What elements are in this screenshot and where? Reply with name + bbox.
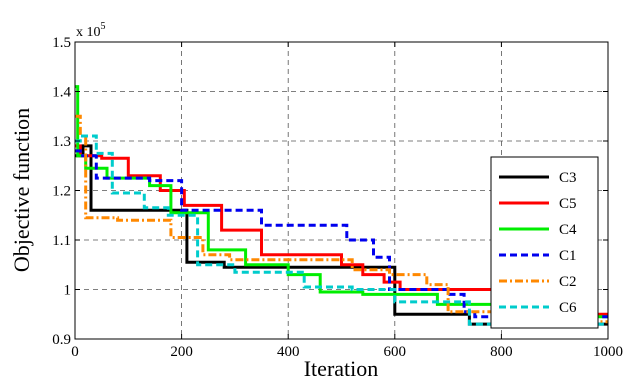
series-line-c5	[75, 144, 608, 316]
x-tick-label: 400	[277, 344, 300, 360]
legend-label-c2: C2	[559, 274, 577, 290]
y-tick-label: 1.4	[52, 85, 71, 101]
legend-label-c4: C4	[559, 222, 577, 238]
y-multiplier-exponent: 5	[101, 21, 106, 32]
x-tick-label: 800	[490, 344, 513, 360]
y-axis-label: Objective function	[9, 108, 34, 272]
x-tick-label: 0	[71, 344, 79, 360]
x-tick-label: 600	[384, 344, 407, 360]
legend-label-c6: C6	[559, 300, 577, 316]
legend-label-c5: C5	[559, 196, 577, 212]
series-line-c6	[75, 134, 608, 326]
y-tick-label: 1.1	[52, 233, 71, 249]
series-line-c3	[75, 144, 608, 326]
axis-ticks	[74, 41, 609, 340]
y-multiplier: x 105	[76, 21, 106, 40]
y-tick-label: 1.3	[52, 134, 71, 150]
legend-label-c1: C1	[559, 248, 577, 264]
y-tick-label: 0.9	[52, 332, 71, 348]
series-line-c2	[75, 114, 608, 324]
y-tick-label: 1	[64, 283, 72, 299]
series-line-c1	[75, 149, 608, 319]
y-tick-label: 1.2	[52, 184, 71, 200]
y-tick-label: 1.5	[52, 35, 71, 51]
x-tick-label: 200	[170, 344, 193, 360]
series-line-c4	[75, 85, 608, 319]
series-lines	[75, 85, 608, 326]
y-multiplier-base: x 10	[76, 25, 101, 40]
legend-box	[490, 156, 599, 329]
x-axis-label: Iteration	[304, 356, 379, 381]
legend-label-c3: C3	[559, 170, 577, 186]
x-tick-label: 1000	[593, 344, 623, 360]
legend: C3 C5 C4 C1 C2 C6	[490, 156, 599, 329]
